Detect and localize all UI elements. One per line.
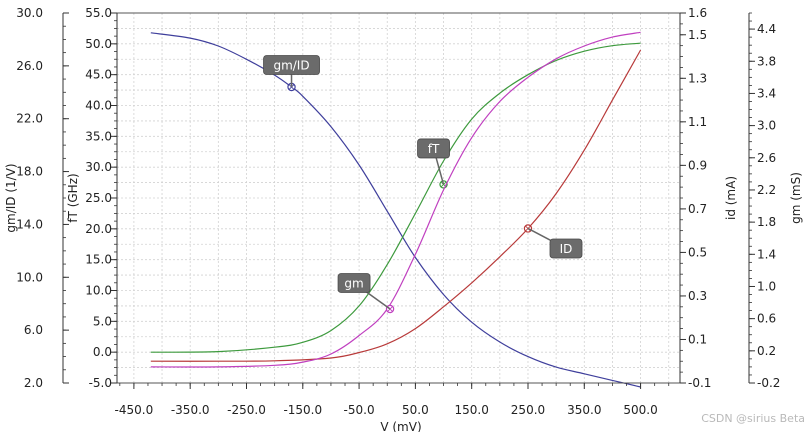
- callout-label: ID: [560, 242, 573, 256]
- ft-tick-label: -5.0: [89, 376, 112, 390]
- ft-tick-label: 50.0: [85, 37, 112, 51]
- callout-box: [337, 273, 371, 293]
- gmid-tick-label: 14.0: [16, 217, 43, 231]
- x-tick-label: -350.0: [171, 403, 210, 417]
- x-tick-label: -150.0: [283, 403, 322, 417]
- gmid-tick-label: 10.0: [16, 270, 43, 284]
- id-tick-label: 1.3: [688, 71, 707, 85]
- gmid-axis-label: gm/ID (1/V): [4, 163, 18, 232]
- gm-tick-label: 1.8: [757, 215, 776, 229]
- gmid-tick-label: 6.0: [24, 323, 43, 337]
- watermark: CSDN @sirius Beta: [701, 412, 805, 425]
- gm-tick-label: -0.2: [757, 376, 780, 390]
- callout-label: gm/ID: [273, 59, 309, 73]
- axes-layer: -450.0 -350.0 -250.0 -150.0 -50.0 50.0 150.0 25…: [16, 6, 780, 417]
- series-line-ft: [150, 42, 641, 353]
- id-tick-label: 1.5: [688, 28, 707, 42]
- gm-tick-label: 3.8: [757, 54, 776, 68]
- ft-tick-label: 10.0: [85, 284, 112, 298]
- ft-tick-label: 20.0: [85, 222, 112, 236]
- callout-layer: gm/ID fT ID gm: [263, 55, 583, 310]
- ft-tick-label: 15.0: [85, 253, 112, 267]
- callout-label: fT: [428, 142, 440, 156]
- gm-tick-label: 1.4: [757, 247, 776, 261]
- ft-tick-label: 40.0: [85, 99, 112, 113]
- id-tick-label: 1.1: [688, 115, 707, 129]
- id-tick-label: 0.3: [688, 289, 707, 303]
- gm-tick-label: 0.6: [757, 312, 776, 326]
- id-tick-label: 0.7: [688, 202, 707, 216]
- x-tick-label: 150.0: [455, 403, 489, 417]
- gmid-tick-label: 2.0: [24, 376, 43, 390]
- ft-tick-label: 35.0: [85, 129, 112, 143]
- gm-axis-label: gm (mS): [789, 172, 803, 224]
- id-tick-label: -0.1: [688, 376, 711, 390]
- x-tick-label: -50.0: [344, 403, 375, 417]
- gm-tick-label: 3.0: [757, 119, 776, 133]
- callout-label: gm: [344, 277, 363, 291]
- gm-tick-label: 2.2: [757, 183, 776, 197]
- x-tick-label: 500.0: [623, 403, 657, 417]
- callout-box: [549, 238, 583, 259]
- gmid-tick-label: 30.0: [16, 6, 43, 20]
- series-line-gm: [150, 31, 641, 368]
- gmid-tick-label: 22.0: [16, 112, 43, 126]
- id-tick-label: 0.9: [688, 158, 707, 172]
- gm-tick-label: 2.6: [757, 151, 776, 165]
- x-tick-label: 350.0: [567, 403, 601, 417]
- ft-tick-label: 25.0: [85, 191, 112, 205]
- x-tick-label: 50.0: [402, 403, 429, 417]
- series-layer: [150, 31, 642, 388]
- callout-box: [263, 55, 320, 75]
- x-tick-label: 250.0: [511, 403, 545, 417]
- ft-tick-label: 30.0: [85, 160, 112, 174]
- ft-axis-label: fT (GHz): [66, 173, 80, 222]
- x-tick-label: -450.0: [115, 403, 154, 417]
- gm-tick-label: 4.4: [757, 22, 776, 36]
- x-axis-label: V (mV): [380, 420, 421, 432]
- x-tick-label: -250.0: [227, 403, 266, 417]
- ft-tick-label: 45.0: [85, 68, 112, 82]
- ft-tick-label: 0.0: [93, 345, 112, 359]
- id-tick-label: 0.1: [688, 332, 707, 346]
- ft-tick-label: 55.0: [85, 6, 112, 20]
- gm-tick-label: 1.0: [757, 279, 776, 293]
- gmid-tick-label: 18.0: [16, 165, 43, 179]
- series-line-gm-id: [150, 32, 641, 388]
- gm-tick-label: 0.2: [757, 344, 776, 358]
- gmid-tick-label: 26.0: [16, 59, 43, 73]
- callout-box: [417, 138, 450, 159]
- series-line-id: [150, 49, 642, 362]
- id-tick-label: 0.5: [688, 245, 707, 259]
- gm-tick-label: 3.4: [757, 86, 776, 100]
- id-axis-label: id (mA): [724, 176, 738, 220]
- id-tick-label: 1.6: [688, 6, 707, 20]
- ft-tick-label: 5.0: [93, 314, 112, 328]
